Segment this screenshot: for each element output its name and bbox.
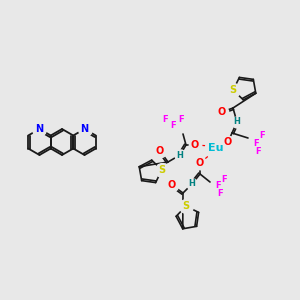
Text: Eu: Eu bbox=[208, 143, 224, 153]
Text: S: S bbox=[182, 201, 190, 211]
Text: O: O bbox=[168, 180, 176, 190]
Text: H: H bbox=[189, 179, 195, 188]
Text: H: H bbox=[177, 151, 183, 160]
Text: F: F bbox=[170, 122, 176, 130]
Text: F: F bbox=[215, 182, 221, 190]
Text: F: F bbox=[253, 139, 259, 148]
Text: O: O bbox=[224, 137, 232, 147]
Text: O: O bbox=[196, 158, 204, 168]
Text: O: O bbox=[218, 107, 226, 117]
Text: O: O bbox=[191, 140, 199, 150]
Text: S: S bbox=[230, 85, 237, 95]
Text: H: H bbox=[234, 118, 240, 127]
Text: N: N bbox=[80, 124, 88, 134]
Text: F: F bbox=[217, 190, 223, 199]
Text: O: O bbox=[156, 146, 164, 156]
Text: F: F bbox=[162, 115, 168, 124]
Text: F: F bbox=[259, 130, 265, 140]
Text: F: F bbox=[178, 115, 184, 124]
Text: F: F bbox=[255, 146, 261, 155]
Text: N: N bbox=[35, 124, 44, 134]
Text: F: F bbox=[221, 175, 227, 184]
Text: S: S bbox=[158, 165, 165, 175]
